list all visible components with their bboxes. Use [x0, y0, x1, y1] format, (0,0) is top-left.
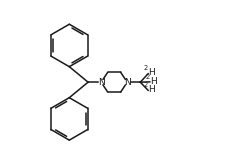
Text: N: N — [97, 78, 104, 87]
Text: 2: 2 — [143, 65, 147, 71]
Text: 2: 2 — [144, 74, 149, 80]
Text: H: H — [148, 85, 155, 94]
Text: H: H — [148, 68, 155, 77]
Text: H: H — [150, 77, 156, 85]
Text: N: N — [123, 78, 130, 87]
Text: 2: 2 — [143, 82, 147, 88]
